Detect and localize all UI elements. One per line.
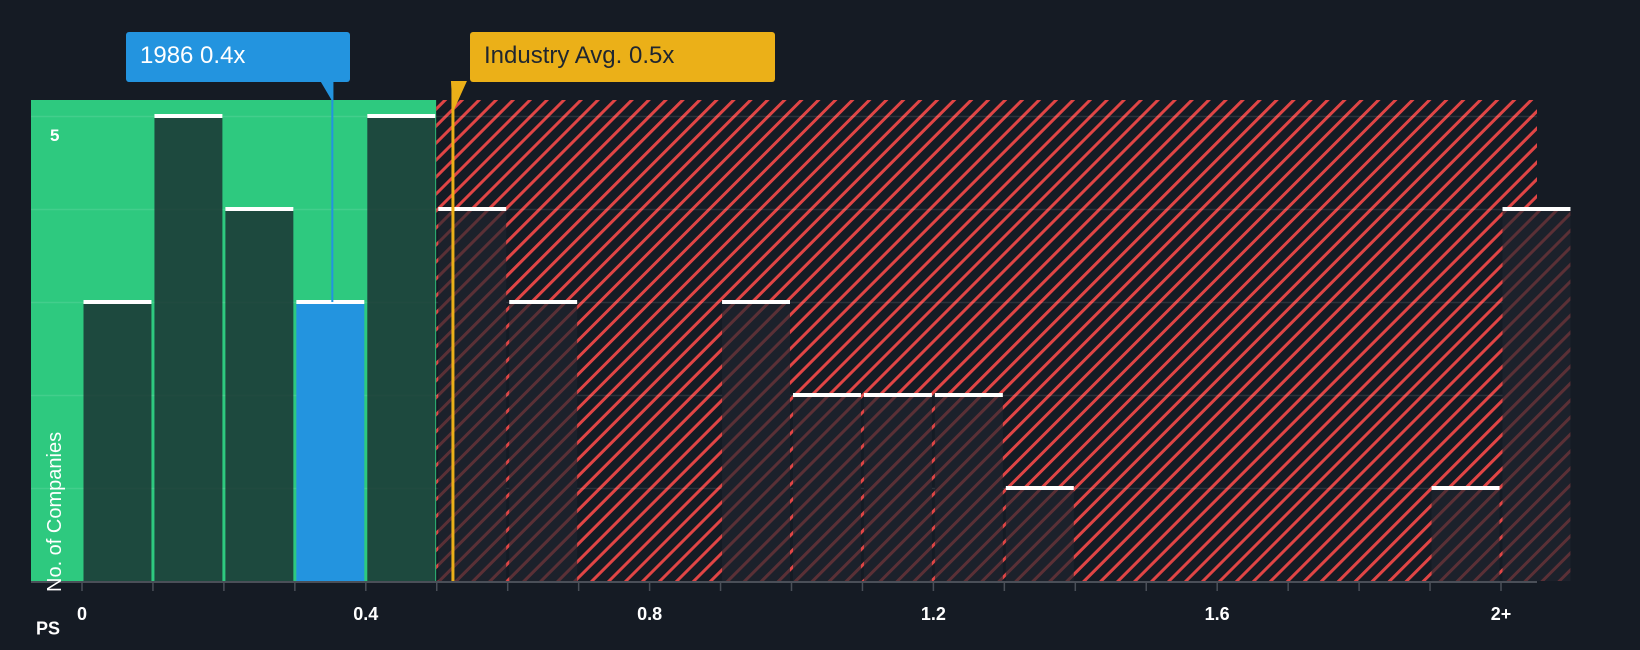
x-tick-label: 0.8 — [637, 604, 663, 624]
bar-cap — [225, 207, 294, 211]
bar-cap — [793, 393, 861, 397]
histogram-bar — [154, 116, 223, 581]
x-axis-label: PS — [36, 618, 61, 639]
x-tick-label: 1.6 — [1204, 604, 1230, 624]
bar-cap — [367, 114, 436, 118]
company-callout-pointer — [320, 81, 334, 103]
bar-cap — [1502, 207, 1571, 211]
bar-cap — [509, 300, 578, 304]
x-tick-label: 2+ — [1490, 604, 1512, 624]
histogram-bar — [1005, 488, 1074, 581]
histogram-bar — [83, 302, 152, 581]
bar-cap — [154, 114, 223, 118]
y-axis-label: No. of Companies — [44, 431, 66, 592]
histogram-bar — [1502, 209, 1571, 581]
bar-cap — [83, 300, 152, 304]
histogram-bar — [225, 209, 294, 581]
company-ps-label: 1986 0.4x — [140, 42, 246, 69]
x-tick-label: 0 — [76, 604, 88, 624]
histogram-bar — [793, 395, 861, 581]
bar-cap — [934, 393, 1003, 397]
y-tick-5: 5 — [50, 126, 60, 145]
bar-cap — [863, 393, 932, 397]
x-tick-label: 0.4 — [353, 604, 379, 624]
industry-callout-pointer — [450, 81, 467, 112]
histogram-bar — [934, 395, 1003, 581]
histogram-bar — [863, 395, 932, 581]
histogram-bar — [509, 302, 578, 581]
bar-cap — [438, 207, 507, 211]
bar-cap — [1005, 486, 1074, 490]
histogram-bar — [1431, 488, 1500, 581]
bar-cap — [296, 300, 365, 304]
bar-cap — [722, 300, 790, 304]
company-ps-callout: 1986 0.4x — [126, 32, 350, 82]
x-tick-label: 1.2 — [920, 604, 946, 624]
industry-avg-callout: Industry Avg. 0.5x — [470, 32, 775, 82]
industry-avg-label: Industry Avg. 0.5x — [484, 42, 675, 69]
histogram-bar — [296, 302, 365, 581]
bar-cap — [1431, 486, 1500, 490]
histogram-bar — [367, 116, 436, 581]
histogram-bar — [722, 302, 790, 581]
histogram-bar — [438, 209, 507, 581]
